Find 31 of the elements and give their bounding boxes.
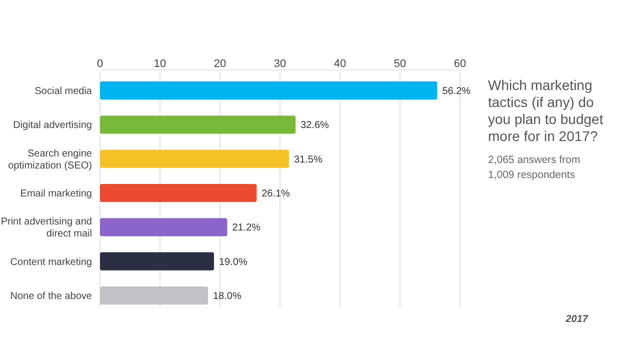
data-label: 26.1% bbox=[262, 188, 290, 200]
y-tick-label: Digital advertising bbox=[13, 120, 92, 132]
x-tick-label: 0 bbox=[96, 58, 104, 70]
x-tick-label: 50 bbox=[394, 58, 406, 70]
text: Which marketing tactics (if any) do you plan to budget more for in 2017? bbox=[488, 77, 604, 144]
data-label: 18.0% bbox=[213, 291, 242, 302]
data-label: 32.6% bbox=[300, 120, 330, 132]
bar bbox=[100, 116, 296, 134]
bar bbox=[100, 286, 208, 305]
x-tick-label: 40 bbox=[334, 58, 346, 70]
data-label: 31.5% bbox=[294, 154, 322, 166]
bar bbox=[100, 218, 228, 236]
bar bbox=[100, 252, 214, 270]
x-tick-label: 10 bbox=[154, 58, 166, 70]
bar bbox=[100, 184, 257, 202]
x-tick-label: 20 bbox=[214, 58, 226, 70]
bar bbox=[100, 150, 289, 168]
bar bbox=[100, 81, 438, 100]
y-tick-label: Search engine optimization (SEO) bbox=[8, 148, 92, 172]
y-tick-label: Social media bbox=[34, 86, 92, 97]
y-tick-label: Content marketing bbox=[10, 256, 92, 268]
y-tick-label: Print advertising and direct mail bbox=[0, 216, 92, 240]
data-label: 19.0% bbox=[219, 256, 248, 268]
y-tick-label: Email marketing bbox=[20, 188, 92, 200]
text: 2017 bbox=[564, 314, 588, 325]
data-label: 56.2% bbox=[442, 86, 471, 97]
data-label: 21.2% bbox=[232, 222, 261, 234]
x-tick-label: 60 bbox=[454, 58, 466, 70]
x-tick-label: 30 bbox=[274, 58, 286, 70]
y-tick-label: None of the above bbox=[10, 291, 92, 302]
text: 2,065 answers from 1,009 respondents bbox=[488, 154, 580, 181]
